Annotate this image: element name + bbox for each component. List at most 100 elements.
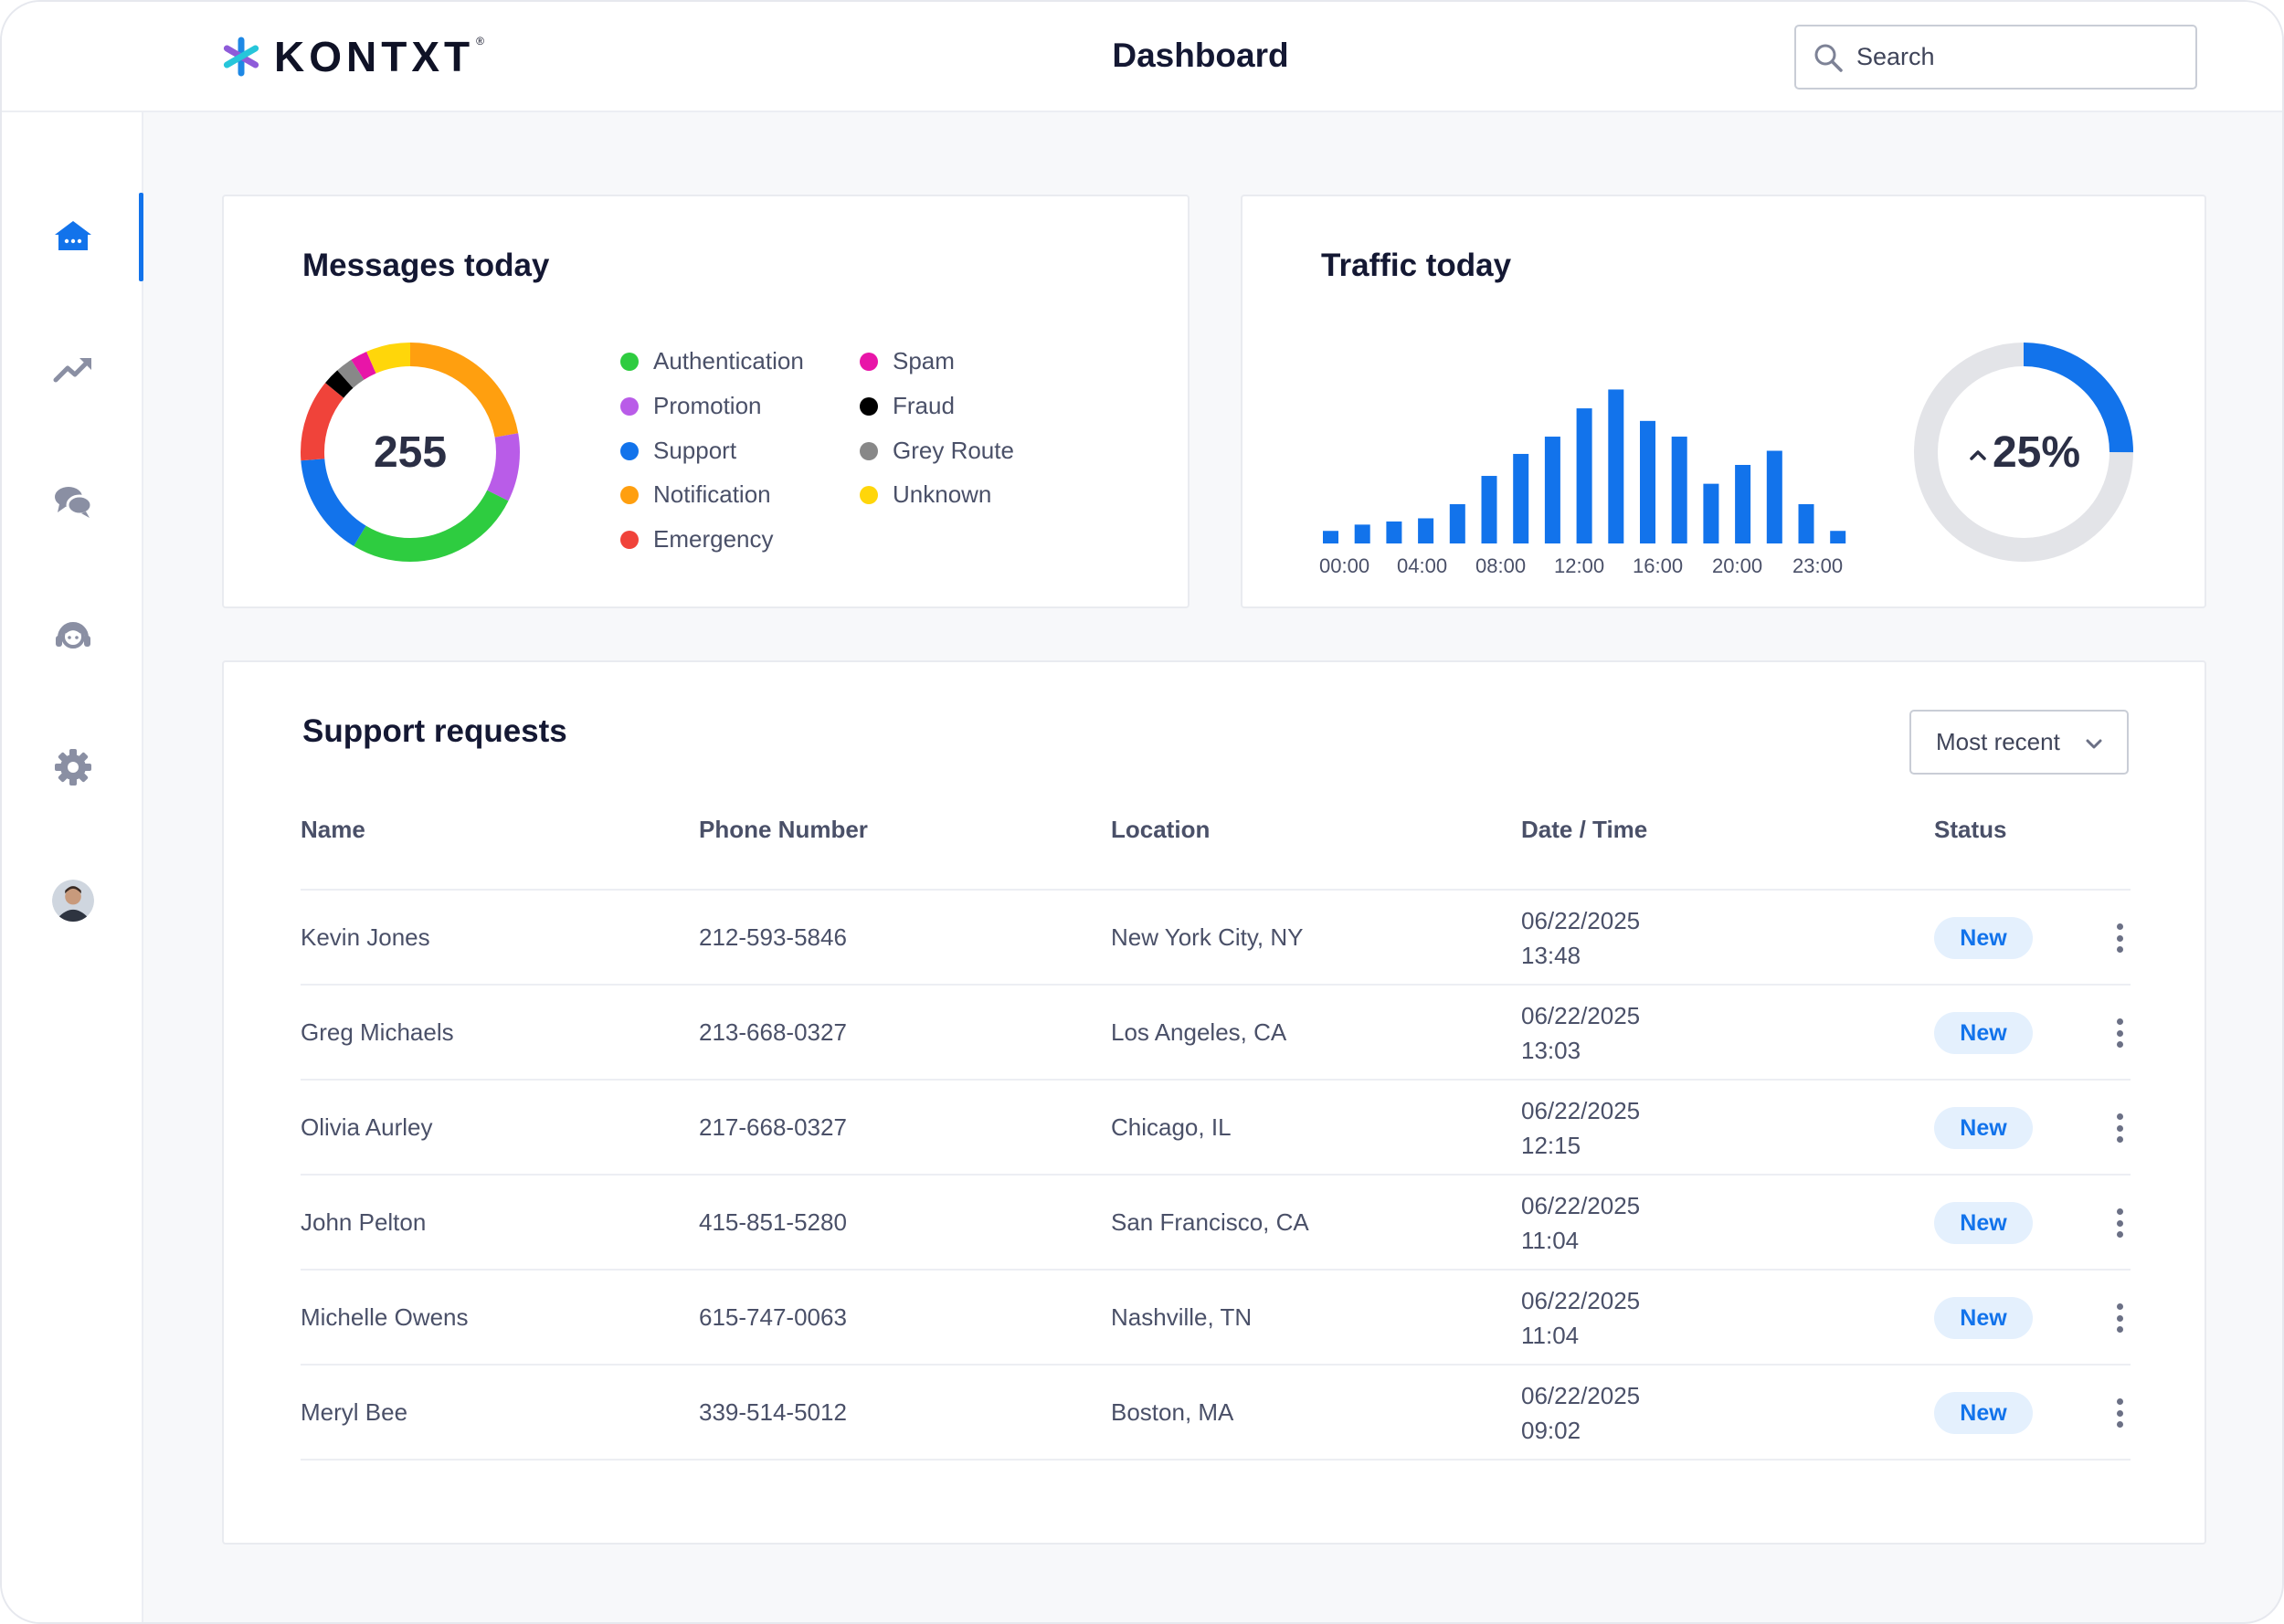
cell-location: New York City, NY bbox=[1111, 923, 1304, 951]
column-header-date-time[interactable]: Date / Time bbox=[1521, 816, 1648, 843]
row-menu-icon[interactable] bbox=[2109, 1110, 2131, 1146]
status-badge: New bbox=[1934, 1392, 2033, 1434]
cell-time: 11:04 bbox=[1521, 1227, 1580, 1254]
traffic-bar bbox=[1830, 531, 1846, 543]
cell-time: 13:03 bbox=[1521, 1037, 1581, 1064]
row-menu-icon[interactable] bbox=[2109, 1205, 2131, 1241]
legend-label: Notification bbox=[653, 480, 771, 508]
bar-svg: 00:00 04:00 08:00 12:00 16:00 20:00 23:00 bbox=[1319, 389, 1846, 577]
cell-name: John Pelton bbox=[301, 1208, 427, 1236]
table-row[interactable]: Greg Michaels 213-668-0327 Los Angeles, … bbox=[301, 986, 2131, 1081]
legend-label: Unknown bbox=[893, 480, 992, 508]
row-menu-icon[interactable] bbox=[2109, 1015, 2131, 1051]
traffic-bar bbox=[1703, 483, 1719, 543]
gauge-progress bbox=[1914, 343, 2133, 562]
traffic-change: 25% bbox=[1914, 343, 2133, 562]
donut-slice-promotion bbox=[301, 343, 520, 562]
x-tick-label: 00:00 bbox=[1319, 554, 1369, 577]
x-tick-label: 20:00 bbox=[1712, 554, 1762, 577]
sidebar bbox=[2, 112, 143, 1622]
legend-label: Emergency bbox=[653, 525, 774, 553]
cell-name: Michelle Owens bbox=[301, 1303, 469, 1331]
cell-date-time: 06/22/2025 11:04 bbox=[1521, 1188, 1640, 1258]
row-menu-icon[interactable] bbox=[2109, 1395, 2131, 1431]
sidebar-item-support[interactable] bbox=[2, 591, 143, 679]
legend-dot bbox=[620, 530, 639, 549]
table-row[interactable]: Michelle Owens 615-747-0063 Nashville, T… bbox=[301, 1271, 2131, 1366]
legend-dot bbox=[860, 396, 878, 416]
table-row[interactable]: Olivia Aurley 217-668-0327 Chicago, IL 0… bbox=[301, 1081, 2131, 1176]
traffic-bar-chart: 00:00 04:00 08:00 12:00 16:00 20:00 23:00 bbox=[1319, 352, 1858, 580]
cell-location: Chicago, IL bbox=[1111, 1113, 1232, 1141]
legend-item-fraud: Fraud bbox=[860, 392, 955, 420]
cell-phone: 212-593-5846 bbox=[699, 923, 847, 951]
cell-name: Kevin Jones bbox=[301, 923, 430, 951]
column-header-phone[interactable]: Phone Number bbox=[699, 816, 868, 843]
headset-icon bbox=[55, 622, 90, 649]
cell-phone: 217-668-0327 bbox=[699, 1113, 847, 1141]
legend-dot bbox=[620, 396, 639, 416]
row-menu-icon[interactable] bbox=[2109, 1300, 2131, 1336]
cell-date-time: 06/22/2025 11:04 bbox=[1521, 1283, 1640, 1353]
column-header-location[interactable]: Location bbox=[1111, 816, 1211, 843]
traffic-bar bbox=[1640, 420, 1655, 543]
table-row[interactable]: Meryl Bee 339-514-5012 Boston, MA 06/22/… bbox=[301, 1366, 2131, 1461]
search-icon bbox=[1814, 44, 1843, 72]
active-nav-indicator bbox=[139, 193, 143, 281]
traffic-bar bbox=[1544, 437, 1560, 543]
row-menu-icon[interactable] bbox=[2109, 920, 2131, 956]
sidebar-item-profile[interactable] bbox=[2, 857, 143, 944]
legend-item-support: Support bbox=[620, 437, 736, 465]
search-input[interactable] bbox=[1856, 43, 2158, 71]
legend-dot bbox=[620, 352, 639, 371]
legend-item-authentication: Authentication bbox=[620, 347, 804, 375]
brand-logo[interactable]: KONTXT ® bbox=[221, 33, 484, 80]
x-tick-label: 04:00 bbox=[1397, 554, 1447, 577]
kontxt-logo-icon bbox=[223, 37, 259, 77]
search-box[interactable] bbox=[1794, 25, 2197, 90]
donut-slice-emergency bbox=[301, 343, 520, 562]
cell-name: Olivia Aurley bbox=[301, 1113, 433, 1141]
table-row[interactable]: John Pelton 415-851-5280 San Francisco, … bbox=[301, 1176, 2131, 1271]
gauge-svg bbox=[1914, 343, 2133, 562]
cell-phone: 339-514-5012 bbox=[699, 1398, 847, 1426]
legend-label: Spam bbox=[893, 347, 955, 374]
support-card-title: Support requests bbox=[302, 713, 567, 749]
status-badge: New bbox=[1934, 1202, 2033, 1244]
sidebar-item-home[interactable] bbox=[2, 193, 143, 280]
traffic-bar bbox=[1798, 504, 1814, 543]
status-badge: New bbox=[1934, 1107, 2033, 1149]
column-header-status[interactable]: Status bbox=[1934, 816, 2007, 843]
caret-up-icon bbox=[1970, 450, 1986, 460]
cell-date: 06/22/2025 bbox=[1521, 1002, 1641, 1029]
cell-date-time: 06/22/2025 09:02 bbox=[1521, 1378, 1640, 1448]
table-row[interactable]: Kevin Jones 212-593-5846 New York City, … bbox=[301, 891, 2131, 986]
cell-phone: 213-668-0327 bbox=[699, 1018, 847, 1046]
cell-time: 13:48 bbox=[1521, 942, 1581, 969]
cell-location: Boston, MA bbox=[1111, 1398, 1234, 1426]
column-header-name[interactable]: Name bbox=[301, 816, 365, 843]
legend-dot bbox=[860, 441, 878, 460]
avatar bbox=[51, 880, 94, 922]
legend-dot bbox=[620, 441, 639, 460]
cell-name: Meryl Bee bbox=[301, 1398, 408, 1426]
sort-dropdown[interactable]: Most recent bbox=[1909, 710, 2129, 775]
sidebar-item-settings[interactable] bbox=[2, 723, 143, 811]
legend-label: Authentication bbox=[653, 347, 804, 374]
messages-total: 255 bbox=[373, 427, 448, 477]
legend-dot bbox=[860, 485, 878, 504]
cell-name: Greg Michaels bbox=[301, 1018, 454, 1046]
table-header-divider bbox=[301, 889, 2131, 891]
sidebar-item-messages[interactable] bbox=[2, 458, 143, 545]
traffic-card-title: Traffic today bbox=[1321, 248, 1512, 283]
sidebar-item-trends[interactable] bbox=[2, 325, 143, 413]
brand-name: KONTXT bbox=[274, 33, 475, 80]
sort-selected-label: Most recent bbox=[1936, 728, 2060, 755]
status-badge: New bbox=[1934, 1012, 2033, 1054]
top-bar: KONTXT ® Dashboard bbox=[2, 2, 2282, 112]
cell-time: 09:02 bbox=[1521, 1417, 1581, 1444]
legend-item-promotion: Promotion bbox=[620, 392, 762, 420]
cell-date-time: 06/22/2025 12:15 bbox=[1521, 1093, 1640, 1163]
cell-date: 06/22/2025 bbox=[1521, 1192, 1641, 1219]
